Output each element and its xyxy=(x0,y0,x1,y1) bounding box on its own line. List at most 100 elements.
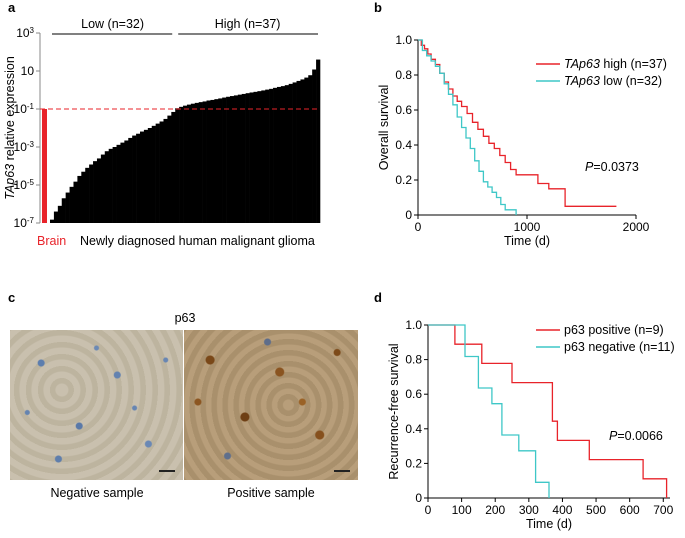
a-bar xyxy=(65,192,70,223)
a-bar xyxy=(288,83,293,223)
d-y-tick-label: 0 xyxy=(415,491,422,505)
b-y-tick-label: 0 xyxy=(405,208,412,222)
b-y-tick-label: 0.4 xyxy=(395,138,412,152)
a-bar xyxy=(100,154,106,223)
b-x-label: Time (d) xyxy=(504,234,550,248)
a-bar xyxy=(316,59,321,224)
a-bar xyxy=(190,103,196,223)
d-x-tick-label: 400 xyxy=(552,503,572,517)
b-x-tick-label: 1000 xyxy=(514,220,541,234)
a-bar xyxy=(222,97,227,223)
d-y-label: Recurrence-free survival xyxy=(387,343,401,479)
a-bar xyxy=(202,101,207,223)
a-bar xyxy=(308,75,313,223)
c-caption-negative: Negative sample xyxy=(50,486,143,500)
a-bar xyxy=(292,82,297,223)
a-bar xyxy=(300,79,305,224)
a-y-tick-label: 103 xyxy=(16,26,34,41)
a-bar xyxy=(273,87,278,223)
a-y-tick-label: 10-5 xyxy=(14,178,35,193)
a-bar xyxy=(296,80,301,224)
a-bar xyxy=(57,205,63,223)
a-bar xyxy=(116,144,121,223)
micrograph-positive xyxy=(184,330,358,480)
panel-b-letter: b xyxy=(374,0,382,15)
micrograph-negative xyxy=(10,330,183,480)
a-bar xyxy=(69,186,74,223)
c-caption-positive: Positive sample xyxy=(227,486,315,500)
a-bar xyxy=(163,118,168,223)
b-series-line xyxy=(418,39,617,207)
d-pvalue: P=0.0066 xyxy=(609,429,663,443)
b-x-tick-label: 0 xyxy=(415,220,422,234)
a-bar xyxy=(108,148,113,223)
a-bar xyxy=(112,147,117,223)
b-y-tick-label: 0.2 xyxy=(395,173,412,187)
panel-c-letter: c xyxy=(8,290,15,305)
d-y-tick-label: 0.4 xyxy=(405,422,422,436)
a-bar xyxy=(120,142,125,223)
a-bar xyxy=(89,164,94,223)
a-group-high-label: High (n=37) xyxy=(215,17,281,31)
d-y-tick-label: 0.6 xyxy=(405,387,422,401)
a-bar xyxy=(226,96,231,223)
scale-bar xyxy=(334,470,350,472)
a-bar xyxy=(261,90,266,223)
d-x-label: Time (d) xyxy=(526,517,572,531)
a-bar xyxy=(269,88,274,223)
d-x-tick-label: 600 xyxy=(620,503,640,517)
d-x-tick-label: 300 xyxy=(519,503,539,517)
a-bar xyxy=(167,115,172,223)
a-bar xyxy=(93,161,98,223)
a-bar xyxy=(257,91,262,224)
b-legend-label: TAp63 high (n=37) xyxy=(564,57,667,71)
a-bar xyxy=(140,131,145,223)
a-bar xyxy=(265,89,270,223)
a-y-tick-label: 10-3 xyxy=(14,140,35,155)
a-bar xyxy=(233,95,239,223)
a-bar xyxy=(249,92,254,223)
a-y-tick-label: 10 xyxy=(21,64,35,78)
a-bar xyxy=(186,104,192,223)
a-bar xyxy=(53,211,59,223)
a-bar xyxy=(96,158,102,223)
a-bar xyxy=(124,140,129,223)
a-bar xyxy=(147,128,153,223)
a-bar xyxy=(77,175,82,223)
a-bar xyxy=(171,111,176,223)
b-x-tick-label: 2000 xyxy=(623,220,650,234)
a-bar xyxy=(132,135,137,223)
d-x-tick-label: 200 xyxy=(485,503,505,517)
a-bar-brain xyxy=(42,109,47,223)
d-y-tick-label: 0.2 xyxy=(405,456,422,470)
d-x-tick-label: 0 xyxy=(425,503,432,517)
a-bar xyxy=(136,133,141,223)
a-bar xyxy=(206,100,211,223)
a-bar xyxy=(155,123,160,223)
d-series-line xyxy=(428,324,668,498)
a-y-tick-label: 10-7 xyxy=(14,216,35,231)
a-bar xyxy=(104,151,109,223)
b-y-tick-label: 0.8 xyxy=(395,68,412,82)
a-bar xyxy=(214,99,219,223)
a-bar xyxy=(179,106,184,223)
a-bar xyxy=(241,93,246,223)
a-bar xyxy=(276,86,282,224)
d-legend-label: p63 negative (n=11) xyxy=(564,340,675,354)
a-bar xyxy=(85,167,90,223)
a-bar xyxy=(245,93,250,224)
a-bar xyxy=(312,69,317,223)
a-bar xyxy=(128,137,133,223)
a-bar xyxy=(151,125,156,223)
a-bar xyxy=(304,77,309,223)
a-bar xyxy=(175,108,180,223)
d-legend-label: p63 positive (n=9) xyxy=(564,323,664,337)
b-y-tick-label: 0.6 xyxy=(395,103,412,117)
panel-a-letter: a xyxy=(8,0,16,15)
a-bar xyxy=(237,94,243,223)
a-bar xyxy=(183,105,188,223)
a-bar xyxy=(159,121,164,223)
d-x-tick-label: 100 xyxy=(452,503,472,517)
a-bar xyxy=(218,98,223,223)
